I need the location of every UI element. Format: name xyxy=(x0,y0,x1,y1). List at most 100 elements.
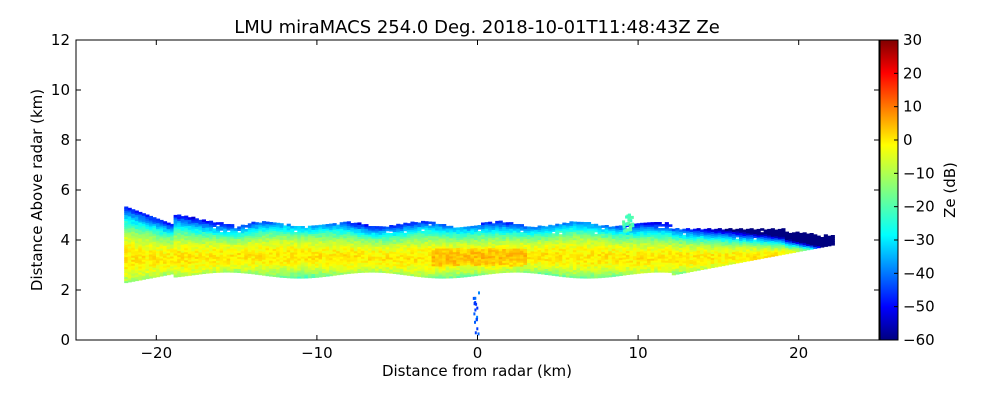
echo-cell xyxy=(523,262,528,265)
echo-cell xyxy=(304,239,309,243)
echo-cell xyxy=(124,270,129,274)
echo-cell xyxy=(177,236,182,240)
echo-cell xyxy=(141,263,146,266)
echo-cell xyxy=(495,270,500,274)
echo-cell xyxy=(237,260,242,263)
echo-cell xyxy=(131,233,136,236)
echo-cell xyxy=(424,223,429,226)
echo-cell xyxy=(141,271,146,274)
echo-cell xyxy=(576,267,581,271)
echo-cell xyxy=(678,239,683,242)
echo-cell xyxy=(382,238,387,241)
echo-cell xyxy=(403,222,408,226)
echo-cell xyxy=(686,264,691,267)
echo-cell xyxy=(449,275,454,279)
echo-cell xyxy=(187,251,192,254)
echo-cell xyxy=(254,260,259,263)
echo-cell xyxy=(371,246,376,249)
echo-cell xyxy=(382,230,387,233)
echo-cell xyxy=(527,232,532,236)
echo-cell xyxy=(198,221,203,225)
echo-cell xyxy=(131,231,136,234)
echo-cell xyxy=(156,238,161,242)
echo-cell xyxy=(297,252,302,255)
echo-cell xyxy=(307,275,312,279)
echo-cell xyxy=(509,266,514,269)
echo-cell xyxy=(580,235,585,239)
echo-cell xyxy=(159,261,164,265)
echo-cell xyxy=(580,249,585,253)
echo-cell xyxy=(223,240,228,243)
echo-cell xyxy=(216,252,221,255)
echo-cell xyxy=(134,240,139,244)
echo-cell xyxy=(315,263,320,266)
echo-cell xyxy=(519,252,524,255)
echo-cell xyxy=(173,270,178,274)
echo-cell xyxy=(131,263,136,266)
echo-cell xyxy=(180,236,185,239)
echo-cell xyxy=(279,233,284,236)
echo-cell xyxy=(364,270,369,273)
echo-cell xyxy=(428,233,433,237)
echo-cell xyxy=(587,270,592,273)
echo-cell xyxy=(611,236,616,239)
echo-cell xyxy=(671,270,676,274)
echo-cell xyxy=(675,240,680,243)
echo-cell xyxy=(583,264,588,267)
echo-cell xyxy=(488,237,493,241)
echo-cell xyxy=(417,244,422,248)
echo-cell xyxy=(399,264,404,267)
echo-cell xyxy=(396,233,401,237)
echo-cell xyxy=(322,246,327,249)
echo-cell xyxy=(463,228,468,232)
echo-cell xyxy=(339,230,344,233)
echo-cell xyxy=(636,239,641,242)
echo-cell xyxy=(541,271,546,275)
echo-cell xyxy=(406,263,411,266)
echo-cell xyxy=(608,246,613,250)
echo-cell xyxy=(297,268,302,271)
echo-cell xyxy=(205,241,210,244)
echo-cell xyxy=(449,233,454,237)
echo-cell xyxy=(276,244,281,248)
echo-cell xyxy=(360,266,365,269)
echo-cell xyxy=(353,264,358,268)
echo-cell xyxy=(173,256,178,260)
echo-cell xyxy=(413,238,418,241)
echo-cell xyxy=(608,236,613,240)
echo-cell xyxy=(693,264,698,268)
echo-cell xyxy=(152,257,157,260)
echo-cell xyxy=(272,274,277,277)
echo-cell xyxy=(678,243,683,246)
echo-cell xyxy=(700,241,705,244)
echo-cell xyxy=(576,247,581,251)
colorbar-tick-label: −60 xyxy=(903,331,935,349)
echo-cell xyxy=(795,241,800,245)
echo-cell xyxy=(650,230,655,233)
echo-cell xyxy=(618,239,623,242)
echo-cell xyxy=(368,260,373,263)
echo-cell xyxy=(675,242,680,245)
echo-cell xyxy=(781,228,786,231)
echo-cell xyxy=(527,256,532,260)
echo-cell xyxy=(371,260,376,263)
echo-cell xyxy=(509,268,514,271)
echo-cell xyxy=(728,250,733,253)
echo-cell xyxy=(502,260,507,263)
echo-cell xyxy=(184,251,189,255)
echo-cell xyxy=(315,267,320,270)
echo-cell xyxy=(392,263,397,266)
echo-cell xyxy=(474,239,479,243)
echo-cell xyxy=(353,250,358,254)
echo-cell xyxy=(350,229,355,232)
echo-cell xyxy=(396,239,401,243)
echo-cell xyxy=(495,266,500,270)
echo-cell xyxy=(456,253,461,256)
echo-cell xyxy=(767,232,772,236)
echo-cell xyxy=(580,259,585,263)
echo-cell xyxy=(166,250,171,254)
echo-cell xyxy=(491,263,496,266)
echo-cell xyxy=(127,245,132,249)
echo-cell xyxy=(664,234,669,237)
echo-cell xyxy=(558,248,563,251)
